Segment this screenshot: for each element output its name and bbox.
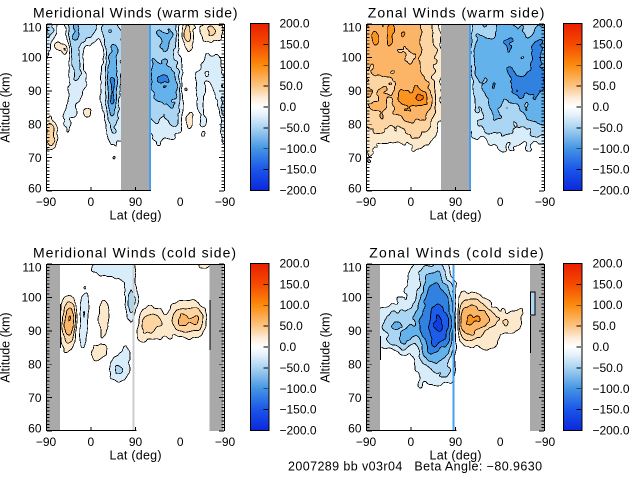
svg-text:0: 0 xyxy=(407,195,414,209)
svg-text:100: 100 xyxy=(21,51,41,65)
svg-text:150.0: 150.0 xyxy=(280,277,310,291)
svg-text:Altitude (km): Altitude (km) xyxy=(319,312,333,382)
svg-text:90: 90 xyxy=(129,435,143,449)
svg-text:100: 100 xyxy=(341,291,361,305)
svg-text:Lat (deg): Lat (deg) xyxy=(110,449,162,463)
svg-text:70: 70 xyxy=(348,391,362,405)
svg-text:0: 0 xyxy=(177,195,184,209)
svg-text:80: 80 xyxy=(28,118,42,132)
svg-text:0: 0 xyxy=(87,435,94,449)
svg-text:−90: −90 xyxy=(215,195,236,209)
svg-text:−90: −90 xyxy=(36,195,57,209)
svg-text:Lat (deg): Lat (deg) xyxy=(110,209,162,223)
svg-text:−150.0: −150.0 xyxy=(593,403,630,417)
svg-text:50.0: 50.0 xyxy=(280,319,304,333)
svg-text:80: 80 xyxy=(348,118,362,132)
svg-text:60: 60 xyxy=(348,422,362,436)
svg-text:Meridional Winds (cold side): Meridional Winds (cold side) xyxy=(33,245,237,261)
svg-text:Meridional Winds (warm side): Meridional Winds (warm side) xyxy=(33,5,238,21)
svg-text:50.0: 50.0 xyxy=(280,79,304,93)
svg-text:110: 110 xyxy=(342,21,361,35)
svg-text:Lat (deg): Lat (deg) xyxy=(430,449,482,463)
svg-text:50.0: 50.0 xyxy=(593,319,617,333)
svg-text:−200.0: −200.0 xyxy=(280,184,317,198)
svg-text:−90: −90 xyxy=(36,435,57,449)
svg-text:60: 60 xyxy=(28,422,42,436)
svg-text:0: 0 xyxy=(87,195,94,209)
svg-text:70: 70 xyxy=(348,151,362,165)
svg-text:0.0: 0.0 xyxy=(280,340,297,354)
svg-text:−90: −90 xyxy=(356,435,377,449)
svg-text:Zonal Winds (warm side): Zonal Winds (warm side) xyxy=(368,5,546,21)
svg-text:0: 0 xyxy=(177,435,184,449)
svg-text:Lat (deg): Lat (deg) xyxy=(430,209,482,223)
svg-text:−150.0: −150.0 xyxy=(593,163,630,177)
svg-text:90: 90 xyxy=(449,435,463,449)
svg-text:90: 90 xyxy=(348,84,362,98)
svg-text:200.0: 200.0 xyxy=(593,257,623,271)
svg-text:100.0: 100.0 xyxy=(593,298,623,312)
svg-text:100: 100 xyxy=(341,51,361,65)
svg-text:−90: −90 xyxy=(215,435,236,449)
svg-text:−200.0: −200.0 xyxy=(593,424,630,438)
svg-text:80: 80 xyxy=(28,358,42,372)
svg-text:−50.0: −50.0 xyxy=(280,361,311,375)
svg-text:0: 0 xyxy=(497,435,504,449)
svg-text:150.0: 150.0 xyxy=(593,37,623,51)
svg-text:70: 70 xyxy=(28,391,42,405)
svg-text:110: 110 xyxy=(342,261,361,275)
svg-text:−90: −90 xyxy=(535,435,556,449)
svg-text:0: 0 xyxy=(497,195,504,209)
svg-text:200.0: 200.0 xyxy=(593,17,623,31)
svg-text:2007289 bb v03r04 Beta Angle: 2007289 bb v03r04 Beta Angle: −80.9630 xyxy=(288,460,542,474)
svg-text:−100.0: −100.0 xyxy=(280,382,317,396)
svg-text:100: 100 xyxy=(21,291,41,305)
svg-text:Altitude (km): Altitude (km) xyxy=(0,312,13,382)
svg-text:70: 70 xyxy=(28,151,42,165)
svg-text:Zonal Winds (cold side): Zonal Winds (cold side) xyxy=(369,245,545,261)
svg-text:100.0: 100.0 xyxy=(280,298,310,312)
svg-text:−150.0: −150.0 xyxy=(280,163,317,177)
svg-text:−50.0: −50.0 xyxy=(593,121,624,135)
svg-text:150.0: 150.0 xyxy=(593,277,623,291)
svg-text:110: 110 xyxy=(22,261,41,275)
svg-text:200.0: 200.0 xyxy=(280,257,310,271)
svg-text:80: 80 xyxy=(348,358,362,372)
svg-text:90: 90 xyxy=(348,324,362,338)
svg-text:90: 90 xyxy=(129,195,143,209)
svg-text:90: 90 xyxy=(449,195,463,209)
svg-text:−100.0: −100.0 xyxy=(280,142,317,156)
svg-text:−150.0: −150.0 xyxy=(280,403,317,417)
svg-text:−90: −90 xyxy=(356,195,377,209)
svg-text:−200.0: −200.0 xyxy=(280,424,317,438)
svg-text:−100.0: −100.0 xyxy=(593,142,630,156)
svg-text:0.0: 0.0 xyxy=(593,100,610,114)
svg-text:Altitude (km): Altitude (km) xyxy=(319,72,333,142)
svg-text:110: 110 xyxy=(22,21,41,35)
svg-text:200.0: 200.0 xyxy=(280,17,310,31)
svg-text:Altitude (km): Altitude (km) xyxy=(0,72,13,142)
svg-text:50.0: 50.0 xyxy=(593,79,617,93)
svg-text:0.0: 0.0 xyxy=(280,100,297,114)
svg-text:−50.0: −50.0 xyxy=(280,121,311,135)
svg-text:100.0: 100.0 xyxy=(280,58,310,72)
svg-text:−200.0: −200.0 xyxy=(593,184,630,198)
svg-text:90: 90 xyxy=(28,84,42,98)
svg-text:100.0: 100.0 xyxy=(593,58,623,72)
svg-text:150.0: 150.0 xyxy=(280,37,310,51)
svg-text:60: 60 xyxy=(348,182,362,196)
svg-text:0: 0 xyxy=(407,435,414,449)
svg-text:−100.0: −100.0 xyxy=(593,382,630,396)
svg-text:0.0: 0.0 xyxy=(593,340,610,354)
svg-text:90: 90 xyxy=(28,324,42,338)
svg-text:−90: −90 xyxy=(535,195,556,209)
svg-text:60: 60 xyxy=(28,182,42,196)
svg-text:−50.0: −50.0 xyxy=(593,361,624,375)
